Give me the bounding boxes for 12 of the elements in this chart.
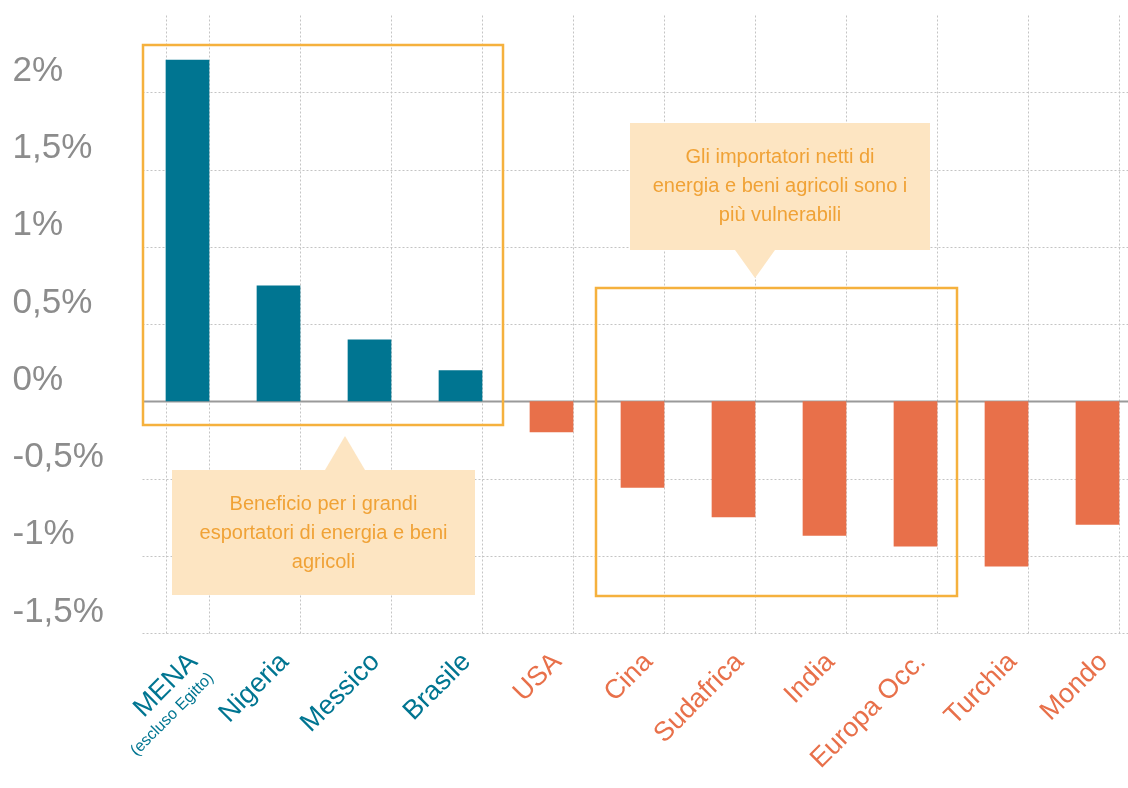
- annotation: Gli importatori netti di energia e beni agricoli sono i più vulnerabili: [651, 144, 909, 227]
- y-tick-label: 2%: [12, 48, 64, 88]
- y-tick-label: -1,5%: [12, 589, 104, 629]
- y-tick-label: 1%: [12, 203, 64, 243]
- y-tick-label: -1%: [12, 512, 75, 552]
- x-tick-label: USA: [506, 646, 568, 707]
- x-tick-label: Cina: [597, 645, 659, 707]
- y-tick-label: 0,5%: [12, 280, 93, 320]
- y-tick-label: 1,5%: [12, 126, 93, 165]
- annotation: Beneficio per i grandi esportatori di energia e beni agricoli: [198, 491, 449, 574]
- y-tick-label: 0%: [12, 357, 64, 397]
- y-tick-label: -0,5%: [12, 435, 104, 474]
